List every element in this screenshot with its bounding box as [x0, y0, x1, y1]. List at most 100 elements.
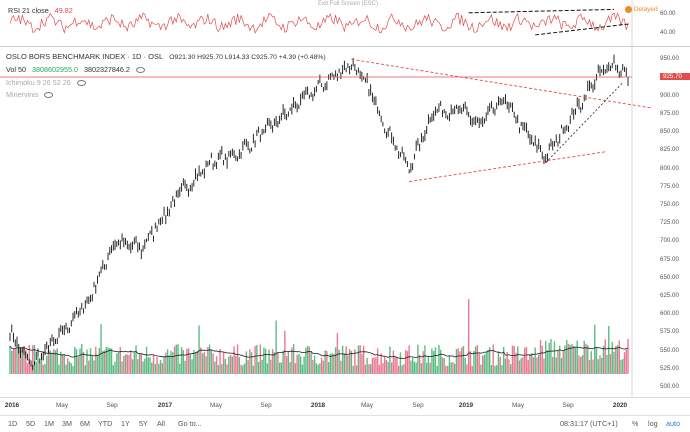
- price-axis-tick: 825.00: [660, 146, 679, 154]
- volume-bar: [254, 345, 256, 374]
- range-button-ytd[interactable]: YTD: [98, 419, 113, 428]
- range-button-5y[interactable]: 5Y: [139, 419, 148, 428]
- ichimoku-legend[interactable]: Ichimoku 9 26 52 26: [6, 78, 90, 87]
- volume-bar: [240, 364, 242, 374]
- price-axis-tick: 550.00: [660, 346, 679, 354]
- rsi-legend[interactable]: RSI 21 close 49.82: [8, 6, 77, 15]
- log-toggle[interactable]: log: [648, 419, 658, 428]
- volume-bar: [156, 357, 158, 374]
- volume-bar: [53, 349, 55, 374]
- volume-bar: [499, 356, 501, 374]
- volume-bar: [198, 325, 200, 374]
- volume-bar: [329, 353, 332, 374]
- volume-bar: [587, 345, 589, 374]
- volume-bar: [450, 362, 452, 374]
- volume-bar: [65, 364, 67, 374]
- volume-bar: [590, 351, 592, 374]
- volume-bar: [378, 364, 381, 374]
- volume-bar: [466, 364, 468, 374]
- volume-bar: [88, 360, 90, 374]
- volume-bar: [96, 355, 99, 374]
- range-button-1m[interactable]: 1M: [44, 419, 54, 428]
- volume-bar: [49, 350, 51, 374]
- symbol-legend[interactable]: OSLO BORS BENCHMARK INDEX · 1D · OSL O92…: [6, 52, 330, 61]
- rsi-pane[interactable]: RSI 21 close 49.82 Exit Full Screen (ESC…: [0, 0, 690, 47]
- volume-bar: [602, 345, 605, 374]
- percent-toggle[interactable]: %: [632, 419, 639, 428]
- volume-bar: [287, 351, 290, 374]
- volume-bar: [385, 359, 388, 374]
- volume-bar: [37, 355, 39, 374]
- volume-bar: [184, 360, 186, 374]
- time-axis[interactable]: 2016 May Sep 2017 May Sep 2018 May Sep 2019 May Sep…: [0, 397, 690, 416]
- volume-bar: [459, 351, 461, 374]
- volume-bar: [441, 357, 444, 374]
- volume-bar: [226, 364, 228, 374]
- eye-off-icon[interactable]: [44, 92, 54, 99]
- time-axis-label: 2019: [458, 402, 474, 409]
- volume-bar: [277, 352, 279, 374]
- volume-bar: [594, 324, 596, 374]
- volume-bar: [443, 358, 445, 374]
- volume-bar: [25, 350, 27, 374]
- minervini-legend[interactable]: Minervinis: [6, 90, 57, 99]
- volume-bar: [273, 352, 276, 374]
- volume-bar: [208, 344, 211, 374]
- volume-bar: [338, 349, 340, 374]
- volume-bar: [61, 354, 64, 374]
- range-button-5d[interactable]: 5D: [26, 419, 36, 428]
- volume-bar: [474, 346, 477, 374]
- volume-bar: [322, 360, 325, 374]
- volume-bar: [383, 357, 386, 374]
- volume-bar: [40, 355, 43, 374]
- volume-bar: [138, 353, 141, 374]
- volume-bar: [126, 354, 128, 374]
- volume-bar: [149, 357, 151, 374]
- rsi-axis-60: 60.00: [660, 10, 676, 17]
- volume-bar: [259, 344, 262, 374]
- exit-fullscreen-button[interactable]: Exit Full Screen (ESC): [318, 1, 379, 7]
- volume-bar: [494, 365, 496, 374]
- ichimoku-label: Ichimoku 9 26 52 26: [6, 78, 71, 87]
- volume-bar: [573, 345, 575, 374]
- volume-bar: [166, 349, 169, 374]
- volume-legend[interactable]: Vol 50 3808602955.0 3802327846.2: [6, 65, 149, 74]
- volume-bar: [79, 348, 81, 374]
- range-button-3m[interactable]: 3M: [62, 419, 72, 428]
- volume-bar: [187, 348, 190, 374]
- goto-button[interactable]: Go to...: [178, 419, 202, 428]
- volume-bar: [492, 344, 494, 374]
- trendline-lower: [409, 151, 606, 183]
- eye-icon[interactable]: [135, 67, 145, 74]
- price-axis-tick: 525.00: [660, 364, 679, 372]
- volume-bar: [133, 352, 136, 374]
- volume-bar: [70, 363, 72, 374]
- range-button-1d[interactable]: 1D: [8, 419, 18, 428]
- volume-ma-value: 3802327846.2: [83, 65, 130, 74]
- last-price-label: 925.70: [660, 72, 690, 80]
- volume-bar: [511, 345, 514, 374]
- volume-bar: [427, 356, 430, 374]
- volume-bar: [266, 363, 269, 374]
- volume-bar: [228, 356, 230, 374]
- main-chart-pane[interactable]: OSLO BORS BENCHMARK INDEX · 1D · OSL O92…: [0, 47, 690, 397]
- range-button-6m[interactable]: 6M: [80, 419, 90, 428]
- range-button-1y[interactable]: 1Y: [121, 419, 130, 428]
- range-button-all[interactable]: All: [157, 419, 165, 428]
- eye-off-icon[interactable]: [76, 80, 86, 87]
- volume-bar: [613, 351, 615, 374]
- price-axis-tick: 725.00: [660, 219, 679, 227]
- volume-bar: [497, 351, 500, 374]
- volume-bar: [345, 346, 347, 374]
- volume-bar: [359, 345, 361, 374]
- volume-bar: [103, 350, 106, 374]
- volume-bar: [536, 357, 538, 374]
- volume-bar: [581, 355, 584, 374]
- volume-bar: [11, 350, 13, 374]
- auto-toggle[interactable]: auto: [666, 419, 680, 428]
- volume-bar: [294, 363, 297, 374]
- volume-bar: [446, 365, 449, 374]
- volume-bar: [67, 358, 69, 374]
- trendline-support: [545, 82, 624, 163]
- volume-bar: [180, 347, 183, 374]
